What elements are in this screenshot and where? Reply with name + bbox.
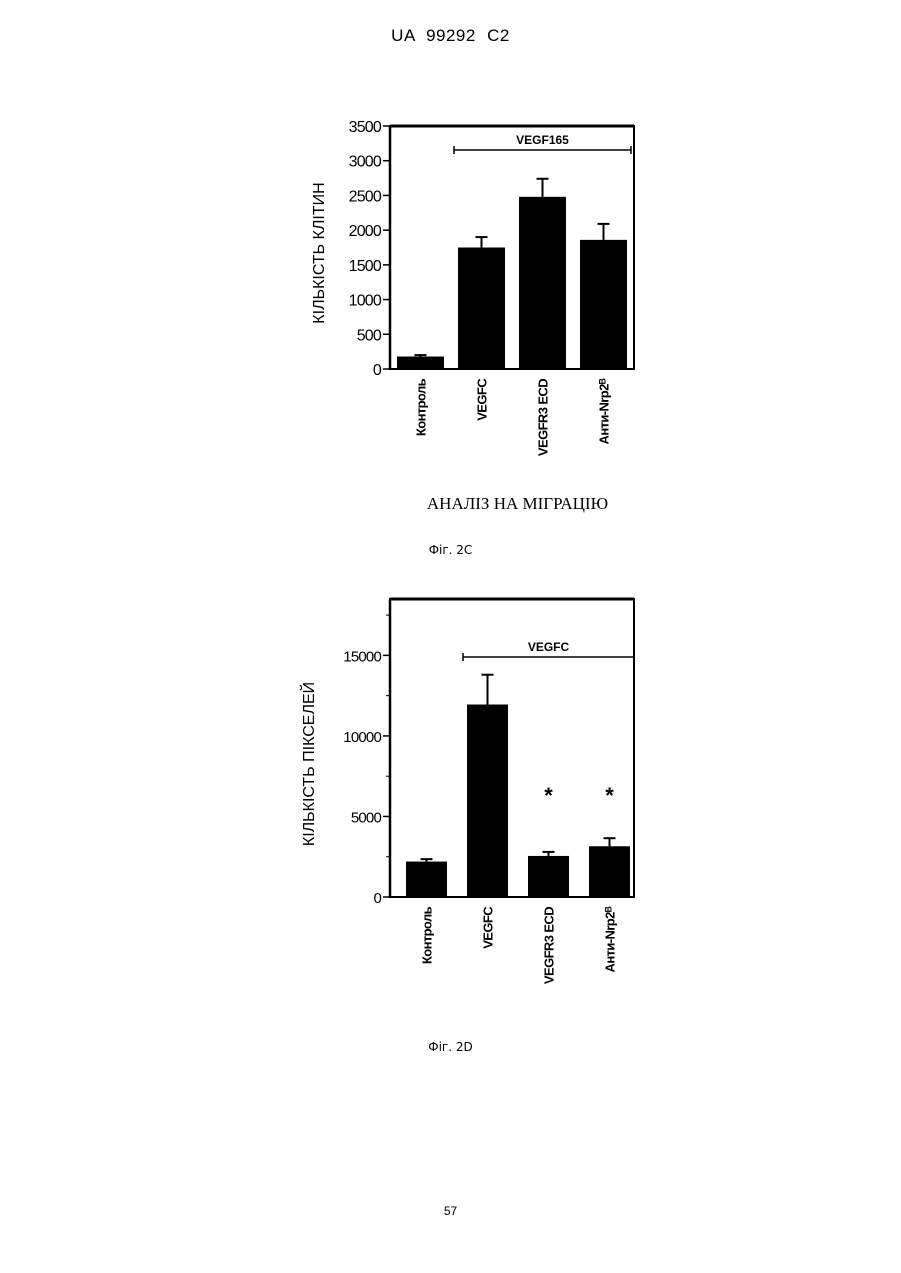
y-tick-label: 15000	[343, 648, 381, 665]
pixel-count-bar-chart: 0 5000 10000 15000 КІЛЬКІСТЬ ПІКСЕЛЕЙ Контрол…	[0, 0, 901, 1010]
x-category-label: VEGFC	[481, 906, 496, 949]
y-tick-label: 5000	[351, 809, 382, 826]
bracket-label: VEGFC	[528, 640, 570, 654]
x-category-label: Анти-Nrp2ᴮ	[603, 906, 618, 972]
bar	[406, 862, 447, 897]
figure-caption-2d: Фіг. 2D	[0, 1040, 901, 1054]
bar	[467, 705, 508, 897]
x-category-label: VEGFR3 ECD	[542, 907, 557, 984]
page-number: 57	[0, 1204, 901, 1218]
y-axis-label: КІЛЬКІСТЬ ПІКСЕЛЕЙ	[299, 682, 318, 846]
y-tick-label: 0	[373, 890, 381, 907]
y-tick-label: 10000	[343, 729, 381, 746]
x-category-label: Контроль	[420, 906, 435, 964]
significance-marker: *	[605, 783, 614, 808]
bar	[528, 856, 569, 897]
bar	[589, 846, 630, 897]
significance-marker: *	[544, 783, 553, 808]
